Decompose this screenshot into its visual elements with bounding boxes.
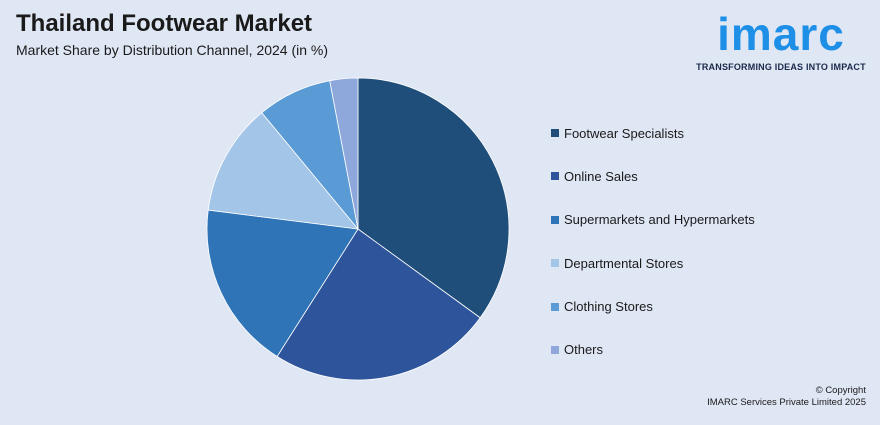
pie-slice-departmental-stores bbox=[207, 112, 359, 230]
copyright-notice: © Copyright IMARC Services Private Limit… bbox=[707, 385, 866, 409]
pie-slice-supermarkets-and-hypermarkets bbox=[206, 209, 359, 358]
legend-label: Online Sales bbox=[564, 168, 638, 184]
imarc-logo: imarc TRANSFORMING IDEAS INTO IMPACT bbox=[696, 8, 866, 72]
legend-label: Others bbox=[564, 342, 604, 358]
logo-tagline: TRANSFORMING IDEAS INTO IMPACT bbox=[696, 62, 866, 72]
legend-item: Departmental Stores bbox=[551, 252, 755, 274]
legend-swatch bbox=[551, 172, 559, 181]
pie-slice-others bbox=[329, 77, 359, 230]
chart-legend: Footwear Specialists Online Sales Supermar… bbox=[551, 122, 755, 382]
legend-swatch bbox=[551, 345, 559, 354]
pie-slice-footwear-specialists bbox=[357, 77, 510, 319]
pie-chart bbox=[206, 77, 510, 381]
chart-title: Thailand Footwear Market bbox=[16, 10, 313, 37]
legend-swatch bbox=[551, 215, 559, 224]
legend-swatch bbox=[551, 259, 559, 268]
pie-slice-online-sales bbox=[276, 228, 481, 381]
copyright-line-2: IMARC Services Private Limited 2025 bbox=[707, 397, 866, 408]
legend-item: Supermarkets and Hypermarkets bbox=[551, 209, 755, 231]
legend-label: Clothing Stores bbox=[564, 299, 653, 315]
legend-item: Clothing Stores bbox=[551, 296, 755, 318]
legend-item: Others bbox=[551, 339, 755, 361]
chart-subtitle: Market Share by Distribution Channel, 20… bbox=[16, 42, 329, 58]
legend-item: Footwear Specialists bbox=[551, 122, 755, 144]
legend-label: Departmental Stores bbox=[564, 255, 684, 271]
legend-label: Supermarkets and Hypermarkets bbox=[564, 212, 755, 228]
legend-swatch bbox=[551, 129, 559, 137]
legend-swatch bbox=[551, 302, 559, 311]
logo-wordmark: imarc bbox=[717, 8, 845, 60]
legend-label: Footwear Specialists bbox=[564, 125, 684, 141]
legend-item: Online Sales bbox=[551, 165, 755, 187]
copyright-line-1: © Copyright bbox=[815, 385, 866, 396]
